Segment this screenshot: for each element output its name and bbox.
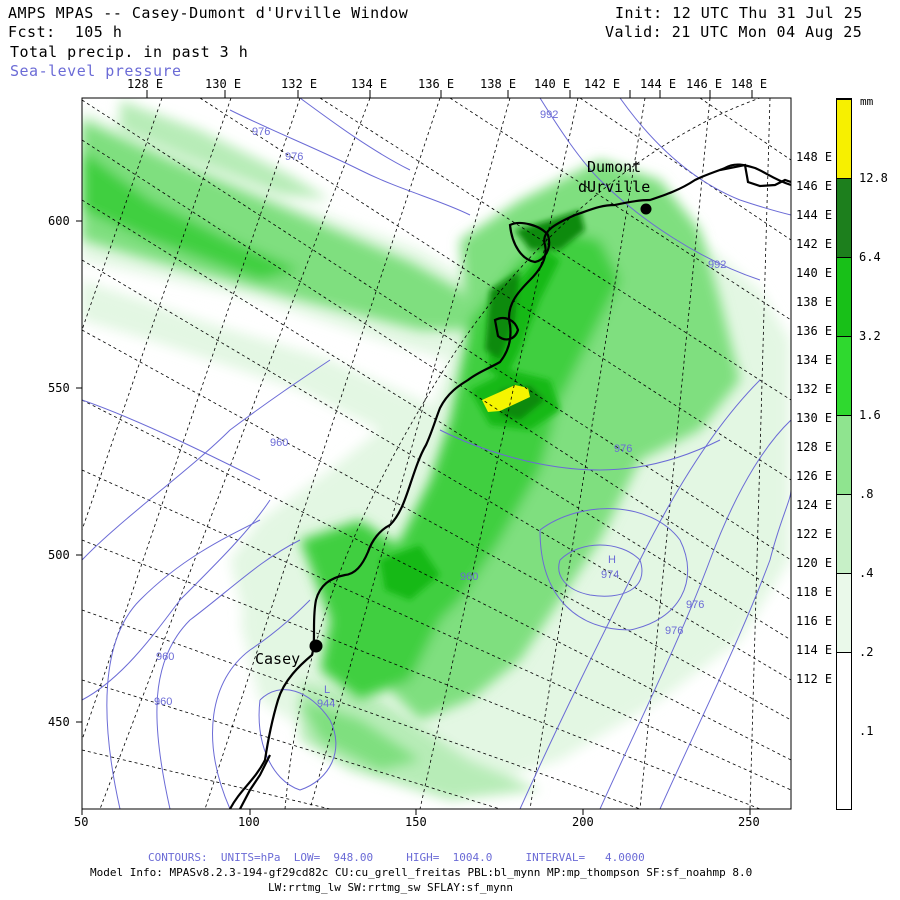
- isobar-label: 976: [614, 443, 632, 455]
- right-lon-label: 140 E: [796, 266, 833, 280]
- x-tick-label: 200: [572, 815, 594, 829]
- right-lon-label: 116 E: [796, 614, 833, 628]
- right-lon-label: 136 E: [796, 324, 833, 338]
- colorbar-swatch: [837, 652, 851, 809]
- dumont-label-2: dUrville: [578, 178, 651, 196]
- precip-colorbar: [836, 98, 852, 810]
- colorbar-swatch: [837, 99, 851, 178]
- casey-station: [309, 639, 323, 653]
- y-tick-label: 600: [48, 214, 70, 228]
- colorbar-swatch: [837, 257, 851, 336]
- colorbar-label: 3.2: [859, 329, 881, 343]
- colorbar-swatch: [837, 178, 851, 257]
- y-tick-label: 500: [48, 548, 70, 562]
- right-lon-label: 122 E: [796, 527, 833, 541]
- right-lon-label: 128 E: [796, 440, 833, 454]
- coastline: [229, 163, 791, 809]
- x-tick-label: 150: [405, 815, 427, 829]
- colorbar-swatch: [837, 415, 851, 494]
- isobar-label: 976: [686, 599, 704, 611]
- right-lon-label: 142 E: [796, 237, 833, 251]
- dumont-label-1: Dumont: [587, 158, 642, 176]
- top-lon-label: 140 E: [534, 77, 571, 91]
- casey-label: Casey: [255, 650, 301, 668]
- colorbar-label: 6.4: [859, 250, 881, 264]
- precip-max: [482, 385, 530, 412]
- high-symbol: H: [608, 554, 616, 566]
- map-title: AMPS MPAS -- Casey-Dumont d'Urville Wind…: [8, 4, 409, 22]
- init-time: Init: 12 UTC Thu 31 Jul 25: [615, 4, 863, 22]
- right-lon-label: 130 E: [796, 411, 833, 425]
- top-lon-label: 128 E: [127, 77, 164, 91]
- top-lon-label: 138 E: [480, 77, 517, 91]
- colorbar-label: .1: [859, 724, 874, 738]
- top-lon-label: 142 E: [584, 77, 621, 91]
- x-tick-label: 100: [238, 815, 260, 829]
- right-lon-label: 134 E: [796, 353, 833, 367]
- graticule: [82, 98, 791, 809]
- overlay-name: Sea-level pressure: [10, 62, 182, 80]
- colorbar-swatch: [837, 494, 851, 573]
- y-tick-label: 450: [48, 715, 70, 729]
- isobar-label: 960: [156, 651, 174, 663]
- top-lon-label: 144 E: [640, 77, 677, 91]
- right-lon-label: 118 E: [796, 585, 833, 599]
- colorbar-label: .4: [859, 566, 874, 580]
- isobar-label: 960: [460, 571, 478, 583]
- top-lon-label: 132 E: [281, 77, 318, 91]
- right-lon-label: 138 E: [796, 295, 833, 309]
- precip-moderate: [82, 100, 740, 770]
- top-lon-label: 148 E: [731, 77, 768, 91]
- right-lon-label: 120 E: [796, 556, 833, 570]
- low-value: 944: [317, 698, 335, 710]
- right-lon-label: 124 E: [796, 498, 833, 512]
- top-lon-label: 130 E: [205, 77, 242, 91]
- dumont-durville-station: [640, 203, 652, 215]
- isobar-label: 976: [665, 625, 683, 637]
- x-tick-label: 250: [738, 815, 760, 829]
- colorbar-swatch: [837, 573, 851, 652]
- pressure-contours: [82, 98, 791, 809]
- field-name: Total precip. in past 3 h: [10, 43, 249, 61]
- x-tick-label: 50: [74, 815, 89, 829]
- model-info: Model Info: MPASv8.2.3-194-gf29cd82c CU:…: [90, 866, 753, 879]
- right-lon-label: 114 E: [796, 643, 833, 657]
- map-frame: [81, 97, 792, 810]
- isobar-label: 992: [540, 109, 558, 121]
- right-lon-label: 132 E: [796, 382, 833, 396]
- right-lon-label: 144 E: [796, 208, 833, 222]
- right-lon-label: 146 E: [796, 179, 833, 193]
- colorbar-label: 1.6: [859, 408, 881, 422]
- right-lon-label: 112 E: [796, 672, 833, 686]
- top-lon-label: 134 E: [351, 77, 388, 91]
- y-tick-label: 550: [48, 381, 70, 395]
- colorbar-label: .2: [859, 645, 874, 659]
- top-lon-label: 136 E: [418, 77, 455, 91]
- top-lon-label: 146 E: [686, 77, 723, 91]
- isobar-label: 960: [270, 437, 288, 449]
- isobar-label: 976: [285, 151, 303, 163]
- colorbar-label: 12.8: [859, 171, 888, 185]
- axis-ticks: [76, 90, 753, 815]
- high-value: 974: [601, 569, 619, 581]
- valid-time: Valid: 21 UTC Mon 04 Aug 25: [605, 23, 863, 41]
- isobar-label: 976: [252, 126, 270, 138]
- contour-info: CONTOURS: UNITS=hPa LOW= 948.00 HIGH= 10…: [148, 851, 645, 864]
- right-lon-label: 148 E: [796, 150, 833, 164]
- colorbar-swatch: [837, 336, 851, 415]
- right-lon-label: 126 E: [796, 469, 833, 483]
- isobar-label: 960: [154, 696, 172, 708]
- isobar-label: 992: [708, 259, 726, 271]
- colorbar-unit: mm: [860, 95, 874, 108]
- forecast-hour: Fcst: 105 h: [8, 23, 123, 41]
- low-symbol: L: [324, 684, 330, 696]
- colorbar-label: .8: [859, 487, 874, 501]
- model-info-physics: LW:rrtmg_lw SW:rrtmg_sw SFLAY:sf_mynn: [268, 881, 514, 894]
